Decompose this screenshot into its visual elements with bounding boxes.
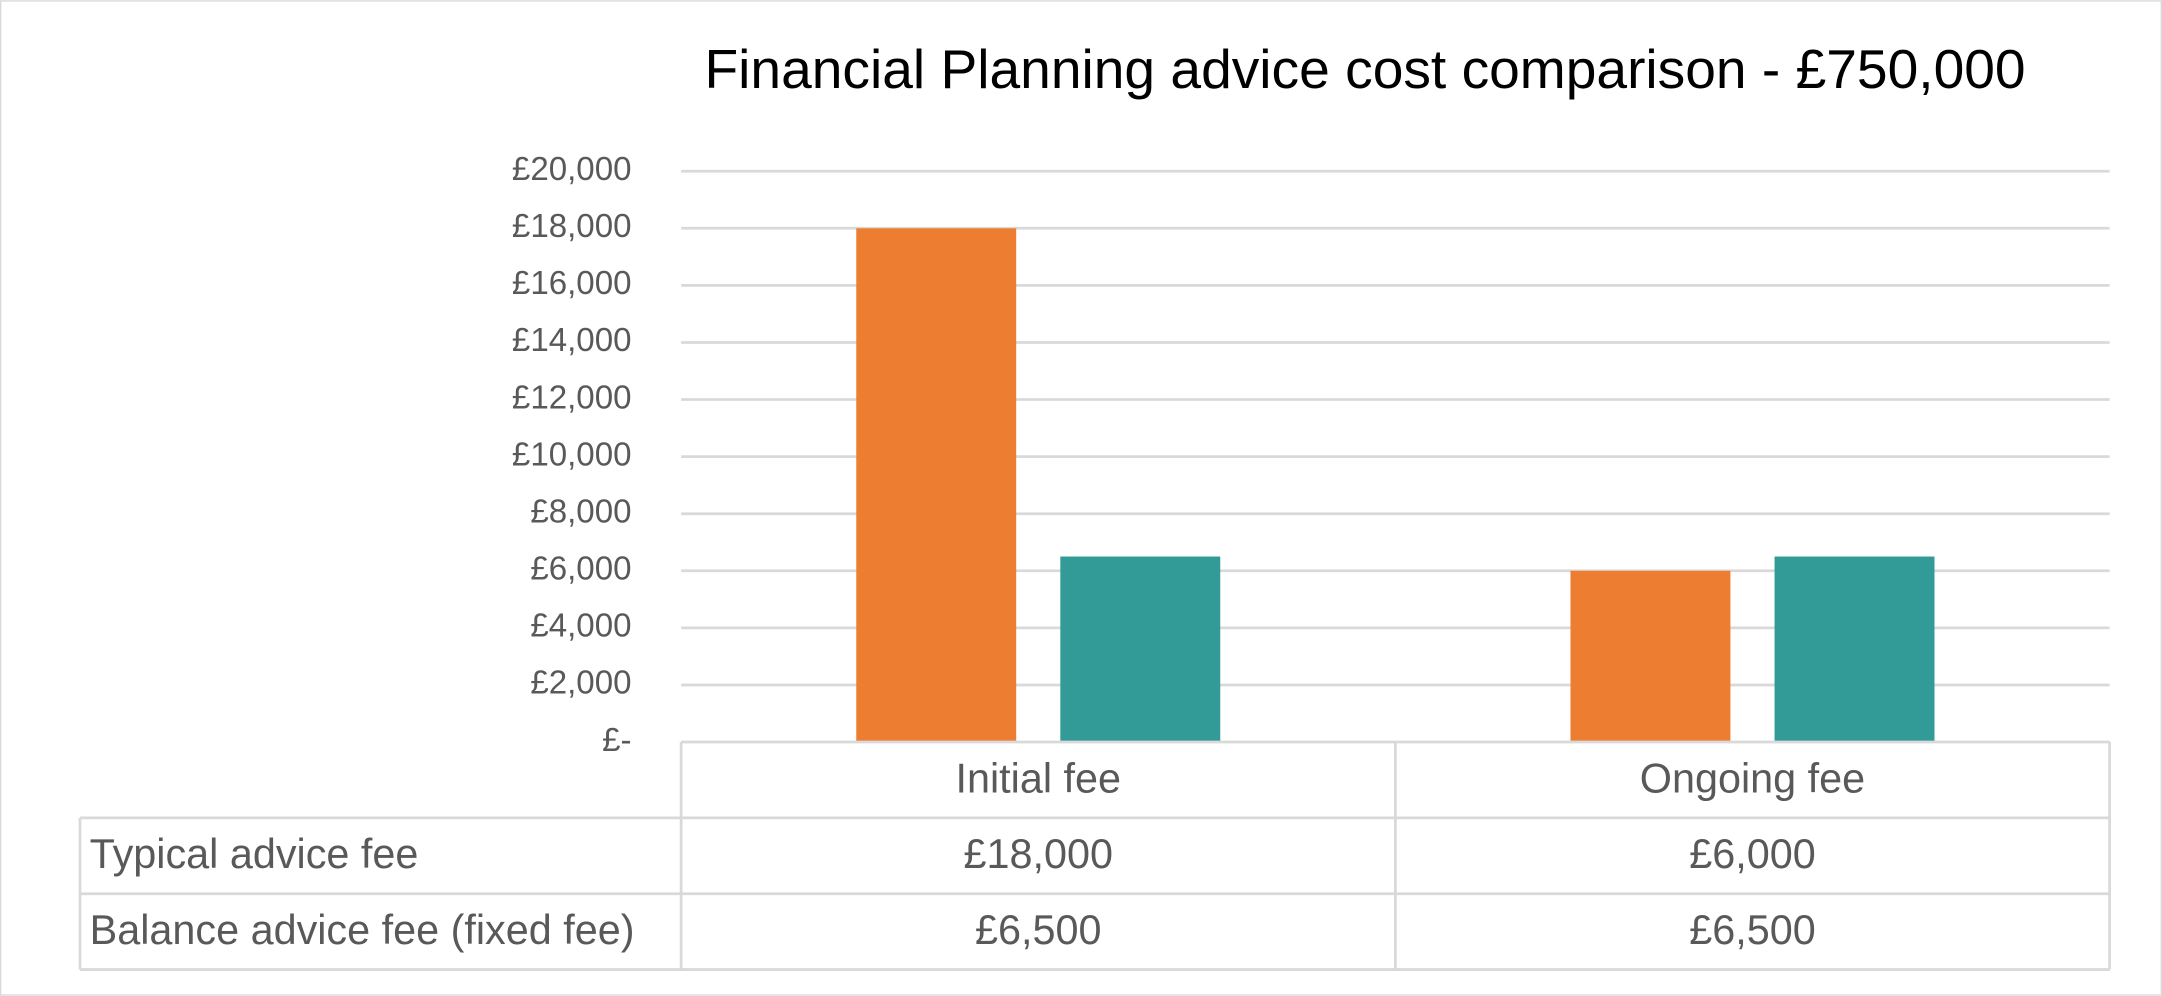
y-tick-label: £4,000 (530, 608, 631, 645)
table-value: £18,000 (963, 831, 1113, 877)
y-tick-label: £12,000 (512, 379, 632, 416)
y-tick-label: £16,000 (512, 265, 632, 302)
y-tick-label: £18,000 (512, 208, 632, 245)
bar (1060, 556, 1221, 743)
bar (856, 228, 1017, 743)
chart-title: Financial Planning advice cost compariso… (704, 38, 2025, 100)
legend-label: Balance advice fee (fixed fee) (90, 907, 635, 953)
y-tick-label: £10,000 (512, 436, 632, 473)
table-value: £6,500 (1689, 907, 1816, 953)
x-tick-label: Ongoing fee (1640, 755, 1865, 801)
table-value: £6,000 (1689, 831, 1816, 877)
y-tick-label: £20,000 (512, 151, 632, 188)
y-tick-label: £6,000 (530, 551, 631, 588)
x-tick-label: Initial fee (955, 755, 1121, 801)
y-tick-label: £- (602, 722, 631, 759)
y-tick-label: £14,000 (512, 322, 632, 359)
y-tick-label: £2,000 (530, 665, 631, 702)
y-tick-label: £8,000 (530, 493, 631, 530)
legend-label: Typical advice fee (90, 831, 419, 877)
bar (1570, 570, 1731, 743)
bar (1774, 556, 1935, 743)
table-value: £6,500 (975, 907, 1102, 953)
